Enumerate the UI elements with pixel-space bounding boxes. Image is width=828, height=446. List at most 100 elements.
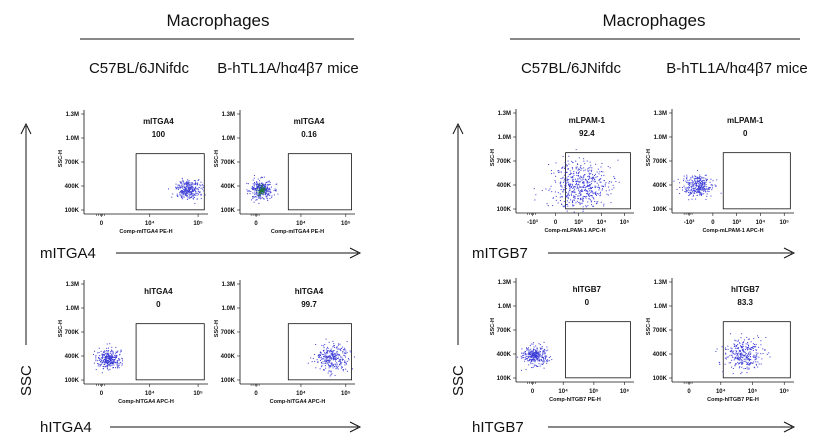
event-dot: [254, 188, 256, 190]
event-dot: [543, 351, 545, 353]
event-dot: [186, 190, 188, 192]
event-dot: [185, 194, 187, 196]
event-dot: [734, 344, 736, 346]
event-dot: [551, 359, 553, 361]
event-dot: [184, 194, 186, 196]
event-dot: [329, 360, 331, 362]
event-dot: [185, 184, 187, 186]
event-dot: [323, 369, 325, 371]
event-dot: [197, 182, 199, 184]
group-2-y-axis-label: SSC: [450, 365, 467, 396]
event-dot: [258, 182, 260, 184]
event-dot: [177, 195, 179, 197]
event-dot: [524, 351, 526, 353]
event-dot: [555, 175, 557, 177]
event-dot: [591, 195, 593, 197]
event-dot: [186, 192, 188, 194]
event-dot: [577, 195, 579, 197]
event-dot: [687, 189, 689, 191]
event-dot: [568, 191, 570, 193]
event-dot: [530, 354, 532, 356]
event-dot: [561, 203, 563, 205]
y-tick-label: 1.3M: [66, 282, 79, 288]
event-dot: [117, 367, 119, 369]
event-dot: [689, 184, 691, 186]
event-dot: [330, 357, 332, 359]
event-dot: [597, 201, 599, 203]
event-dot: [108, 347, 110, 349]
event-dot: [738, 359, 740, 361]
event-dot: [539, 360, 541, 362]
event-dot-dense: [260, 190, 262, 192]
event-dot: [188, 186, 190, 188]
event-dot-dense: [264, 188, 266, 190]
event-dot: [190, 193, 192, 195]
event-dot: [732, 353, 734, 355]
event-dot: [109, 358, 111, 360]
event-dot: [699, 185, 701, 187]
event-dot: [269, 195, 271, 197]
event-dot: [196, 198, 198, 200]
event-dot: [733, 350, 735, 352]
event-dot: [194, 183, 196, 185]
event-dot: [187, 191, 189, 193]
event-dot: [340, 356, 342, 358]
event-dot: [268, 192, 270, 194]
event-dot: [251, 186, 253, 188]
event-dot: [106, 362, 108, 364]
event-dot: [746, 366, 748, 368]
event-dot: [336, 367, 338, 369]
event-dot: [565, 171, 567, 173]
event-dot: [185, 183, 187, 185]
event-dot: [537, 359, 539, 361]
event-dot: [263, 186, 265, 188]
event-dot: [109, 356, 111, 358]
y-tick-label: 700K: [653, 159, 668, 165]
event-dot: [257, 196, 259, 198]
event-dot: [730, 351, 732, 353]
event-dot: [177, 184, 179, 186]
event-dot: [750, 349, 752, 351]
event-dot: [755, 355, 757, 357]
event-dot-dense: [261, 188, 263, 190]
y-tick-label: 100K: [497, 207, 512, 213]
event-dot: [253, 185, 255, 187]
event-dot: [566, 195, 568, 197]
event-dot: [697, 180, 699, 182]
event-dot: [194, 180, 196, 182]
event-dot: [119, 362, 121, 364]
event-dot: [533, 360, 535, 362]
event-dot: [193, 194, 195, 196]
event-dot: [697, 187, 699, 189]
event-dot: [331, 353, 333, 355]
event-dot-dense: [260, 191, 262, 193]
event-dot: [533, 358, 535, 360]
event-dot: [179, 192, 181, 194]
group-1-row-1-arrowhead: [349, 247, 362, 259]
event-dot: [573, 171, 575, 173]
event-dot: [719, 363, 721, 365]
event-dot: [584, 174, 586, 176]
event-dot: [256, 194, 258, 196]
event-dot: [594, 185, 596, 187]
event-dot: [534, 349, 536, 351]
event-dot: [197, 183, 199, 185]
event-dot: [526, 353, 528, 355]
event-dot: [583, 182, 585, 184]
event-dot: [268, 180, 270, 182]
event-dot: [544, 349, 546, 351]
event-dot: [114, 359, 116, 361]
event-dot: [739, 353, 741, 355]
event-dot: [750, 363, 752, 365]
event-dot: [541, 354, 543, 356]
event-dot: [191, 194, 193, 196]
event-dot: [113, 360, 115, 362]
event-dot: [694, 191, 696, 193]
event-dot: [741, 348, 743, 350]
event-dot: [746, 357, 748, 359]
event-dot: [530, 351, 532, 353]
event-dot: [182, 198, 184, 200]
event-dot: [701, 176, 703, 178]
event-dot: [572, 199, 574, 201]
event-dot: [341, 347, 343, 349]
